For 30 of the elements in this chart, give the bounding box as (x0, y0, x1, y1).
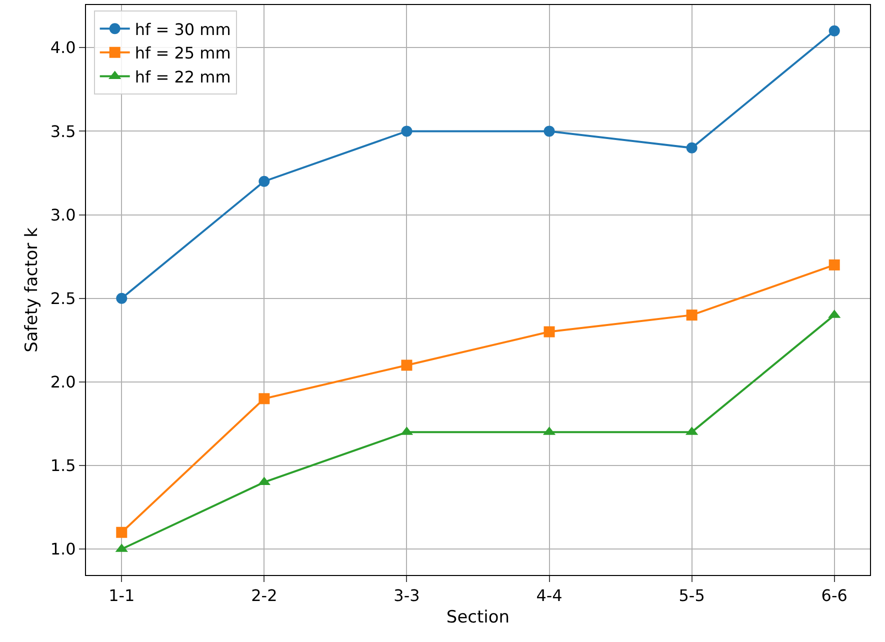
point (258, 176, 270, 187)
point (401, 126, 412, 137)
point (116, 526, 128, 538)
point (544, 326, 555, 338)
x-axis-title: Section (446, 608, 510, 628)
point (116, 292, 128, 304)
legend-label: hf = 22 mm (134, 67, 231, 86)
x-tick-label: 6-6 (821, 586, 848, 606)
y-tick-label: 1.5 (50, 456, 76, 476)
legend-label: hf = 25 mm (134, 44, 231, 63)
point (828, 259, 840, 270)
y-tick-label: 1.0 (50, 540, 76, 559)
x-tick-label: 4-4 (536, 586, 562, 606)
point (258, 393, 270, 404)
y-tick-label: 3.0 (50, 205, 76, 224)
point (544, 126, 555, 137)
y-tick-label: 4.0 (50, 38, 76, 58)
legend-label: hf = 30 mm (134, 20, 231, 39)
x-tick-label: 3-3 (394, 586, 420, 606)
point (401, 360, 412, 371)
y-tick-label: 2.0 (50, 372, 76, 392)
point (828, 25, 840, 36)
y-axis-title: Safety factor k (22, 227, 42, 352)
point (686, 310, 698, 321)
y-tick-label: 2.5 (50, 288, 76, 308)
x-tick-label: 2-2 (251, 586, 278, 606)
y-tick-label: 3.5 (50, 122, 76, 141)
x-tick-label: 1-1 (108, 586, 135, 606)
x-tick-label: 5-5 (678, 586, 705, 606)
point (686, 142, 698, 154)
